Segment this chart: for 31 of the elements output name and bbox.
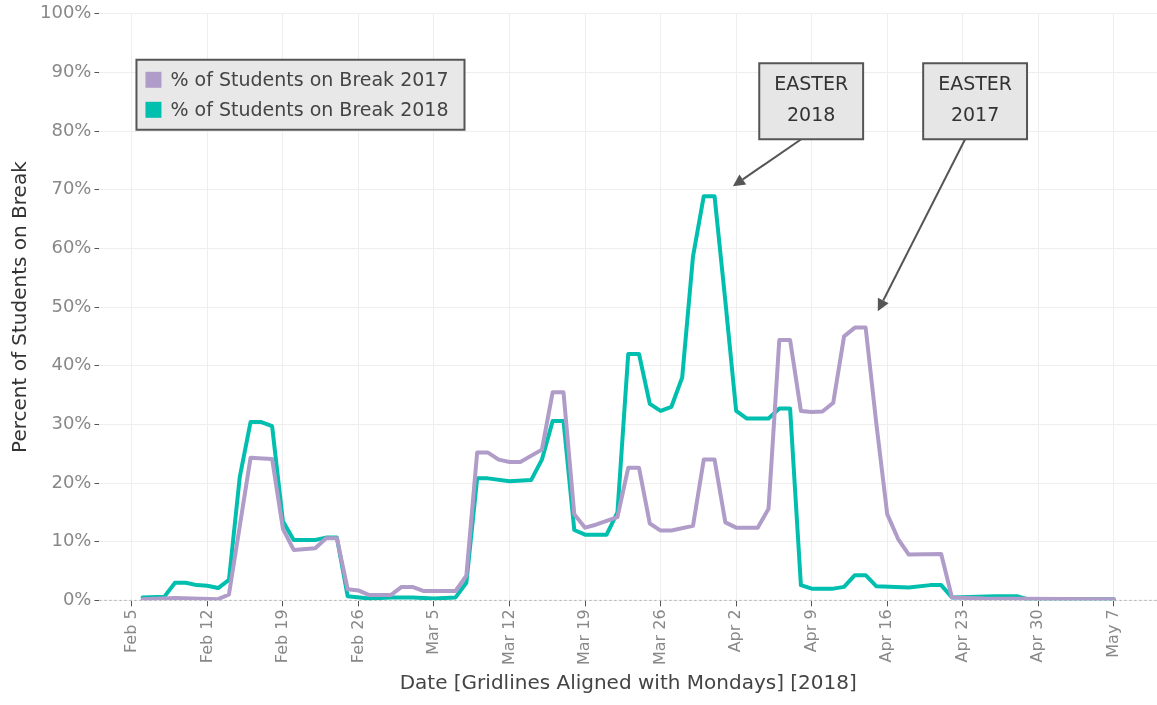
y-tick-label: 80% [51,118,92,140]
annotation: EASTER 2017 [938,72,1013,126]
legend-label: % of Students on Break 2018 [170,97,449,120]
x-tick-label: Mar 12 [498,609,518,666]
x-tick-label: Mar 5 [423,609,443,655]
legend-label: % of Students on Break 2017 [170,67,449,90]
y-tick-label: 60% [51,236,92,258]
x-tick-label: Mar 19 [574,609,594,666]
annotation: EASTER 2018 [774,72,849,126]
y-tick-label: 20% [51,470,92,492]
y-tick-label: 10% [51,529,92,551]
y-tick-label: 50% [51,294,92,316]
x-tick-label: Feb 26 [347,609,367,664]
x-tick-label: Apr 30 [1027,609,1047,663]
y-axis-title: Percent of Students on Break [7,160,32,453]
x-tick-label: Feb 5 [120,609,140,653]
x-axis-title: Date [Gridlines Aligned with Mondays] [2018] [399,670,857,695]
y-tick-label: 100% [39,1,92,23]
y-tick-label: 0% [62,588,92,610]
x-tick-label: Apr 9 [800,609,820,653]
x-tick-label: Mar 26 [649,609,669,666]
y-tick-label: 70% [51,177,92,199]
x-tick-label: Feb 12 [196,609,216,664]
x-tick-label: Apr 2 [725,609,745,653]
y-tick-label: 90% [51,60,92,82]
y-tick-label: 30% [51,412,92,434]
y-tick-label: 40% [51,353,92,375]
x-tick-label: Apr 23 [951,609,971,663]
x-tick-label: Feb 19 [272,609,292,664]
x-tick-label: May 7 [1102,609,1122,658]
x-tick-label: Apr 16 [876,609,896,663]
